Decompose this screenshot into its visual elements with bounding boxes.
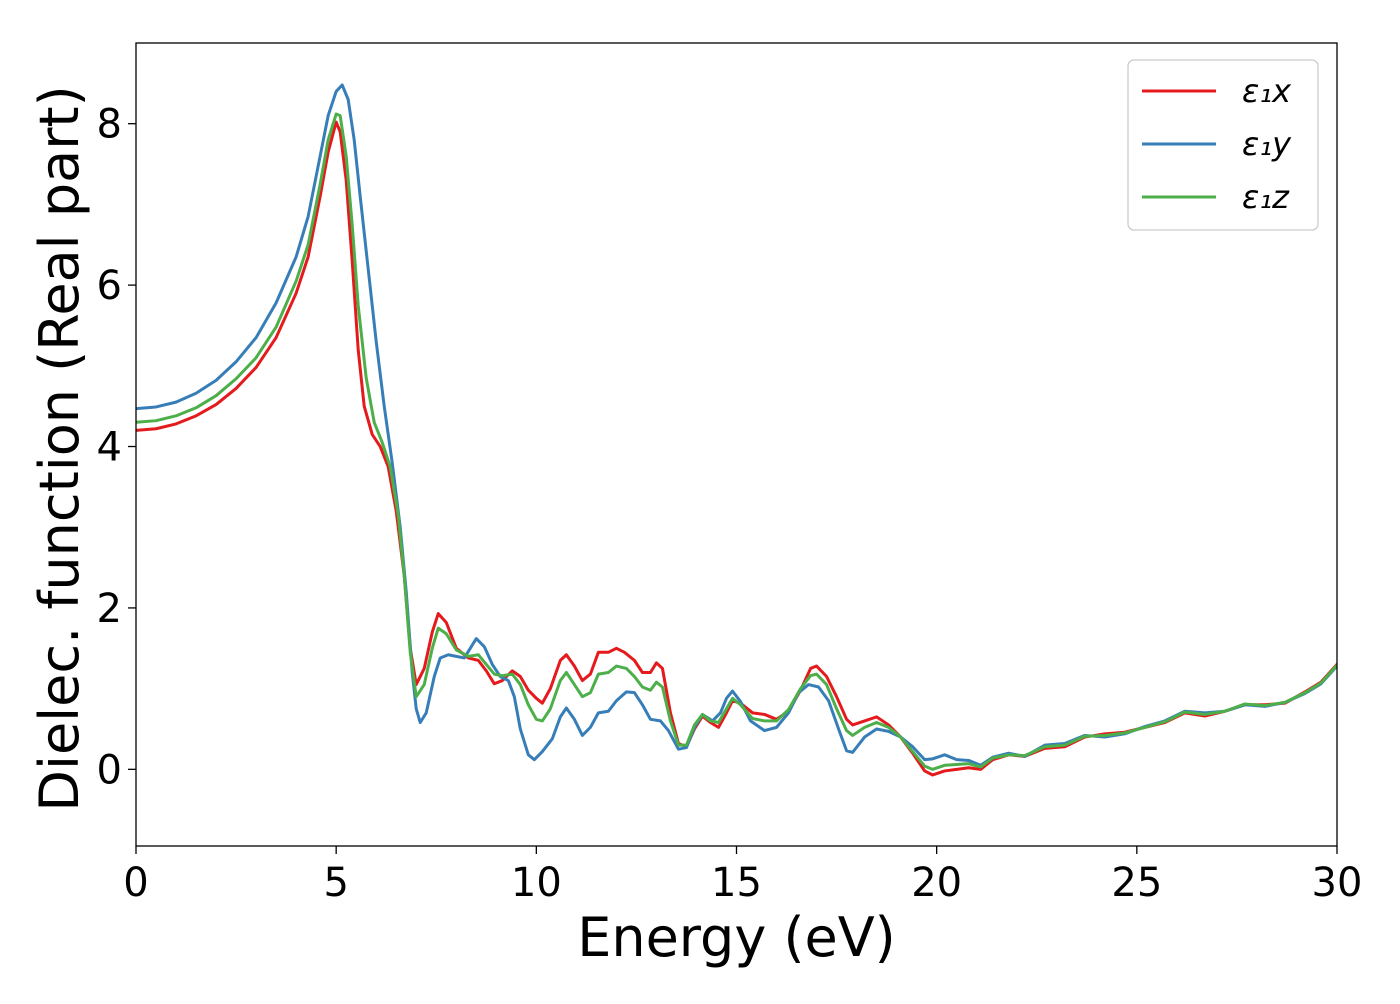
y-axis-label: Dielec. function (Real part) — [28, 85, 91, 811]
legend-label-1: ε₁x — [1242, 72, 1292, 110]
legend-frame — [1127, 59, 1319, 231]
x-tick-label: 20 — [911, 860, 962, 906]
y-tick-label: 6 — [97, 263, 122, 309]
x-tick-label: 15 — [711, 860, 762, 906]
y-tick-label: 4 — [97, 425, 122, 471]
x-tick-label: 5 — [323, 860, 348, 906]
plot-layer — [136, 83, 1337, 777]
x-axis-label: Energy (eV) — [577, 906, 896, 969]
legend-label-2: ε₁y — [1242, 125, 1292, 163]
x-tick-label: 10 — [511, 860, 562, 906]
y-tick-label: 2 — [97, 586, 122, 632]
axes-layer: 0 5 10 15 20 25 30 0 2 4 6 8 — [97, 42, 1363, 906]
legend-label-3: ε₁z — [1242, 178, 1290, 216]
y-tick-label: 0 — [97, 747, 122, 793]
series-line-3 — [136, 112, 1337, 771]
x-tick-label: 0 — [123, 860, 148, 906]
legend: ε₁x ε₁y ε₁z — [1127, 59, 1319, 231]
x-tick-label: 25 — [1111, 860, 1162, 906]
x-tick-label: 30 — [1312, 860, 1363, 906]
y-tick-label: 8 — [97, 102, 122, 148]
